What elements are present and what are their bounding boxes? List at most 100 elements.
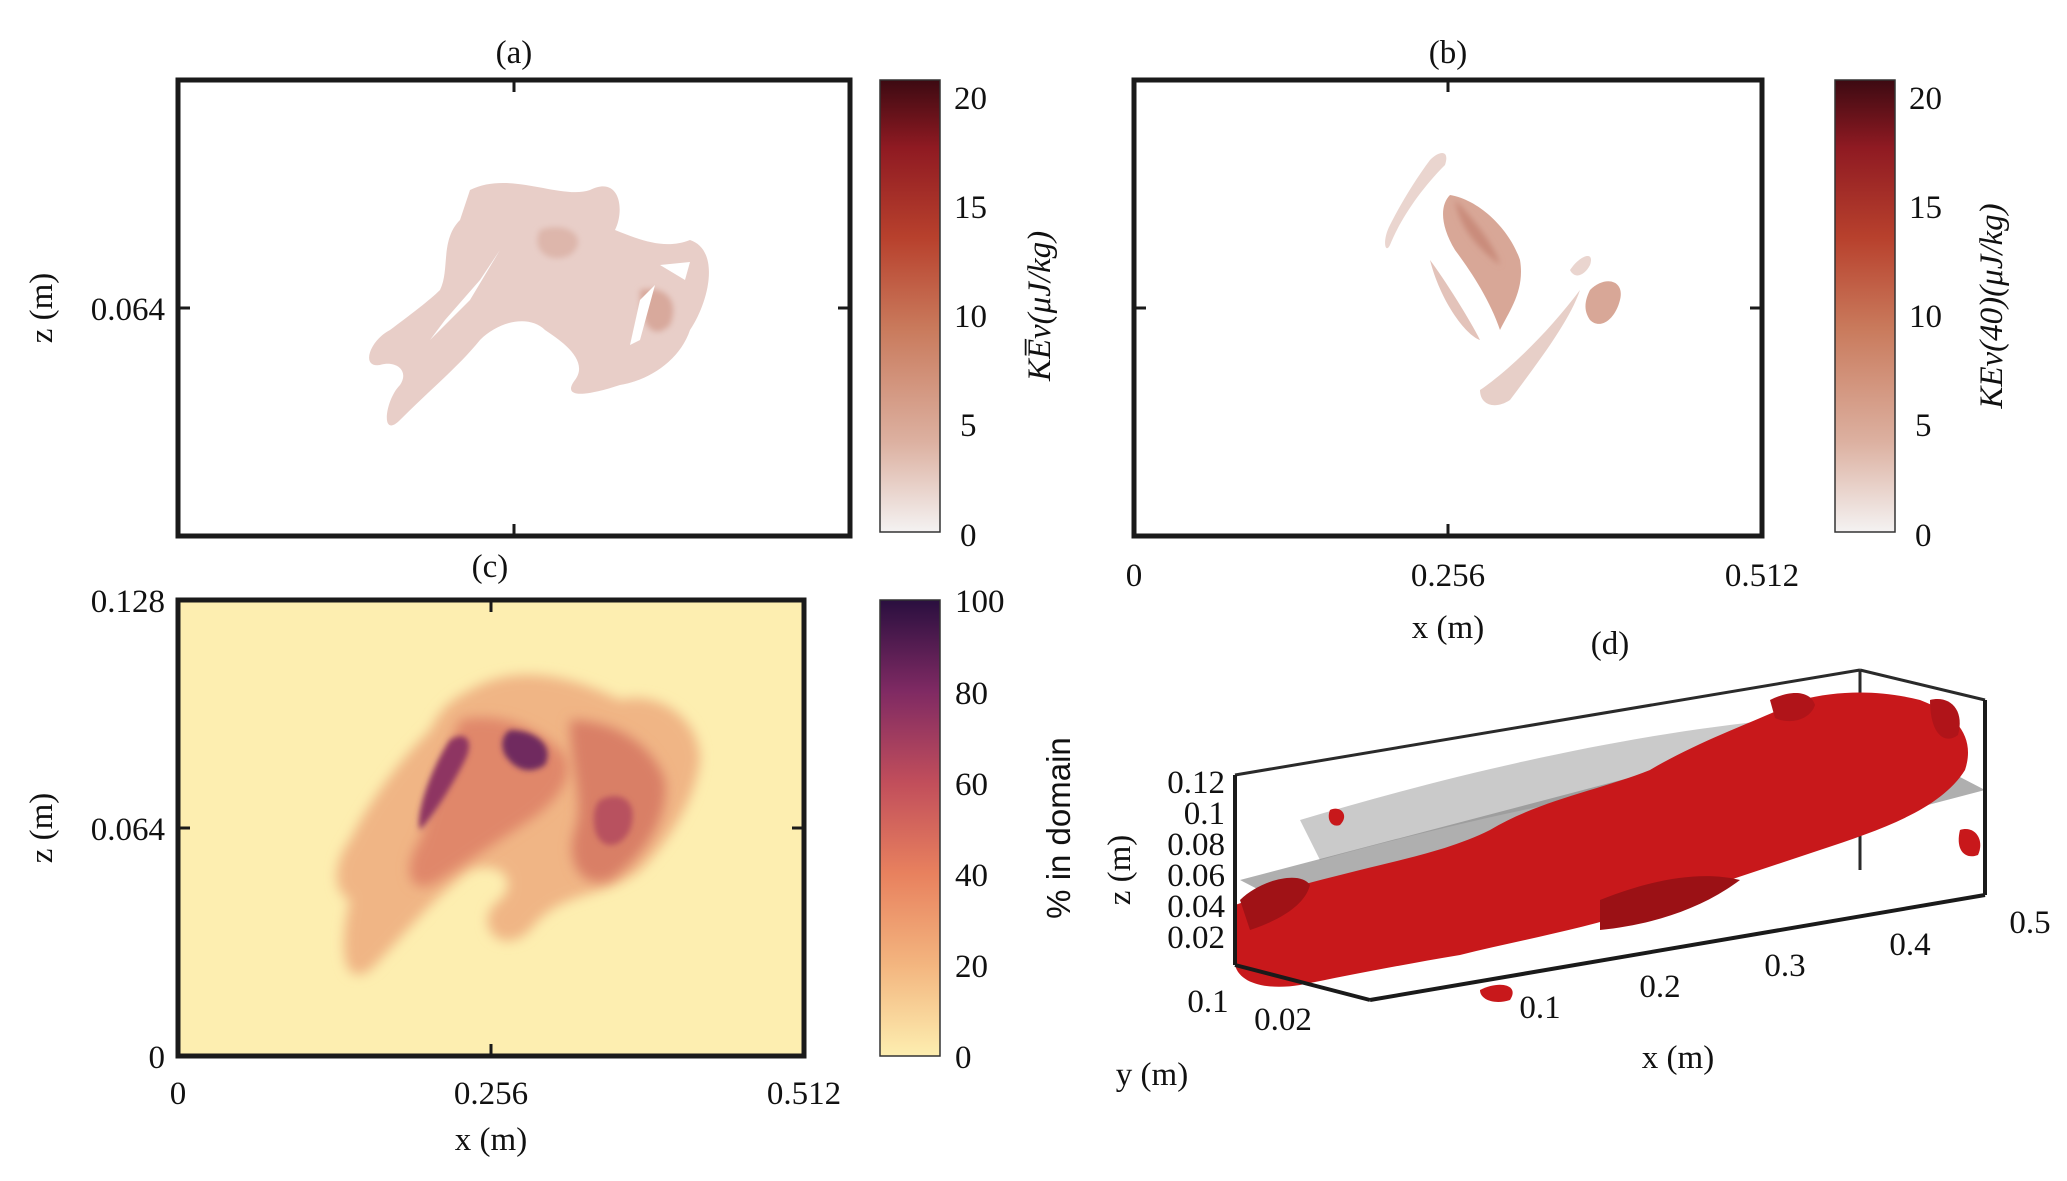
panel-c-xtick-label: 0.256 bbox=[454, 1076, 528, 1112]
panel-d-surface-lobe bbox=[1770, 693, 1815, 722]
panel-b-cb-tick: 0 bbox=[1915, 518, 1932, 554]
panel-a-ytick-label: 0.064 bbox=[91, 292, 165, 328]
panel-b: (b) 0 0.256 0.512 x (m) 0 5 10 15 20 KEv… bbox=[1126, 35, 2010, 646]
panel-a-hole2 bbox=[630, 285, 655, 345]
panel-c-heatmap bbox=[336, 674, 700, 975]
panel-c-title: (c) bbox=[472, 549, 509, 585]
panel-d-title: (d) bbox=[1591, 626, 1629, 662]
panel-d-ztick: 0.12 bbox=[1167, 765, 1225, 801]
panel-b-xtick-label: 0.512 bbox=[1725, 558, 1799, 594]
panel-a-cb-tick: 15 bbox=[954, 190, 987, 226]
panel-b-region-main bbox=[1443, 195, 1521, 330]
panel-a-cb-tick: 5 bbox=[960, 408, 977, 444]
panel-d-axis-x bbox=[1369, 893, 1986, 1002]
panel-d-yticks: 0.1 0.02 bbox=[1187, 984, 1312, 1038]
panel-d-edge bbox=[1234, 668, 1861, 777]
panel-a-colorbar bbox=[879, 79, 941, 533]
panel-d-xtick: 0.5 bbox=[2009, 905, 2050, 941]
panel-a-cb-tick: 10 bbox=[954, 299, 987, 335]
panel-d-surface-main bbox=[1235, 692, 1968, 987]
panel-d-xticks: 0.1 0.2 0.3 0.4 0.5 bbox=[1519, 905, 2050, 1026]
panel-d-surface-fragment bbox=[1328, 808, 1345, 826]
panel-d-surface-lobe bbox=[1930, 699, 1960, 739]
panel-a-colorbar-ticks: 0 5 10 15 20 bbox=[954, 81, 987, 554]
panel-d-ztick: 0.06 bbox=[1167, 858, 1225, 894]
panel-d: (d) 0.02 bbox=[1102, 626, 2051, 1093]
panel-d-axis-y bbox=[1234, 963, 1371, 1002]
panel-d-xtick: 0.1 bbox=[1519, 990, 1560, 1026]
panel-b-title: (b) bbox=[1429, 35, 1467, 71]
panel-d-box-front bbox=[1233, 700, 1987, 1002]
panel-d-zticks: 0.02 0.04 0.06 0.08 0.1 0.12 bbox=[1167, 765, 1225, 956]
panel-d-surface-shade bbox=[1600, 876, 1740, 930]
panel-b-cb-tick: 20 bbox=[1909, 81, 1942, 117]
panel-d-xtick: 0.2 bbox=[1639, 969, 1680, 1005]
panel-b-cb-tick: 10 bbox=[1909, 299, 1942, 335]
panel-c: (c) 0 0.064 0.128 0 0.256 0.512 x (m) z … bbox=[24, 549, 1077, 1158]
panel-a-cb-tick: 0 bbox=[960, 518, 977, 554]
panel-d-surface-fragment bbox=[1480, 984, 1513, 1002]
panel-a-heatmap bbox=[369, 182, 709, 426]
panel-a-hole bbox=[660, 262, 690, 280]
panel-d-xlabel: x (m) bbox=[1642, 1040, 1714, 1076]
panel-b-colorbar bbox=[1834, 79, 1896, 533]
panel-d-xtick: 0.3 bbox=[1764, 948, 1805, 984]
panel-b-cb-tick: 15 bbox=[1909, 190, 1942, 226]
panel-b-region-lower bbox=[1430, 260, 1480, 340]
panel-c-cb-tick: 0 bbox=[955, 1040, 972, 1076]
panel-b-xtick-label: 0.256 bbox=[1411, 558, 1485, 594]
panel-b-xlabel: x (m) bbox=[1412, 610, 1484, 646]
panel-d-isosurface bbox=[1235, 692, 1981, 1002]
panel-d-ztick: 0.04 bbox=[1167, 889, 1225, 925]
panel-a-region-core bbox=[537, 227, 579, 259]
panel-c-cb-tick: 60 bbox=[955, 767, 988, 803]
panel-c-cb-tick: 80 bbox=[955, 676, 988, 712]
panel-d-zlabel: z (m) bbox=[1102, 835, 1138, 906]
panel-c-ylabel: z (m) bbox=[24, 793, 60, 864]
panel-b-heatmap bbox=[1385, 153, 1621, 406]
panel-c-colorbar bbox=[879, 599, 941, 1057]
panel-c-xtick-label: 0 bbox=[170, 1076, 187, 1112]
panel-c-ytick-label: 0.064 bbox=[91, 812, 165, 848]
panel-b-colorbar-ticks: 0 5 10 15 20 bbox=[1909, 81, 1942, 554]
panel-c-region-peak2 bbox=[502, 730, 548, 771]
panel-a-region-main bbox=[369, 182, 709, 426]
panel-d-edge bbox=[1859, 668, 1986, 702]
panel-a-title: (a) bbox=[496, 35, 533, 71]
panel-a-ylabel: z (m) bbox=[24, 273, 60, 344]
panel-b-xtick-label: 0 bbox=[1126, 558, 1143, 594]
panel-c-ytick-label: 0.128 bbox=[91, 584, 165, 620]
panel-b-cb-tick: 5 bbox=[1915, 408, 1932, 444]
panel-d-ztick: 0.08 bbox=[1167, 827, 1225, 863]
panel-d-ztick: 0.1 bbox=[1184, 796, 1225, 832]
panel-c-region-peak3 bbox=[593, 796, 633, 845]
panel-c-cb-tick: 100 bbox=[955, 584, 1005, 620]
panel-d-surface-fragment bbox=[1958, 829, 1981, 857]
panel-a-cb-tick: 20 bbox=[954, 81, 987, 117]
panel-b-region-core bbox=[1455, 200, 1500, 265]
panel-a-hole3 bbox=[430, 250, 500, 340]
panel-c-ytick-label: 0 bbox=[149, 1040, 166, 1076]
panel-d-ylabel: y (m) bbox=[1116, 1057, 1188, 1093]
panel-b-axes-box bbox=[1131, 77, 1765, 539]
panel-c-colorbar-ticks: 0 20 40 60 80 100 bbox=[955, 584, 1005, 1076]
panel-c-colorbar-label: % in domain bbox=[1040, 737, 1077, 919]
panel-c-xlabel: x (m) bbox=[455, 1122, 527, 1158]
panel-a: (a) 0.064 z (m) 0 5 10 15 20 KE̅v(μJ/kg) bbox=[24, 35, 1058, 554]
panel-d-xtick: 0.4 bbox=[1889, 927, 1930, 963]
panel-d-ytick: 0.1 bbox=[1187, 984, 1228, 1020]
panel-d-surface-lobe bbox=[1240, 877, 1310, 930]
panel-c-region-peak bbox=[419, 736, 470, 830]
panel-a-colorbar-label: KE̅v(μJ/kg) bbox=[1022, 231, 1058, 382]
panel-d-ztick: 0.02 bbox=[1167, 920, 1225, 956]
panel-b-region-spot bbox=[1585, 281, 1621, 324]
panel-c-cb-tick: 40 bbox=[955, 858, 988, 894]
panel-b-region-streak bbox=[1385, 153, 1447, 249]
panel-d-ytick: 0.02 bbox=[1254, 1002, 1312, 1038]
panel-b-region-spot2 bbox=[1570, 255, 1591, 276]
panel-b-region-arc bbox=[1480, 290, 1580, 406]
panel-c-xtick-label: 0.512 bbox=[767, 1076, 841, 1112]
panel-c-cb-tick: 20 bbox=[955, 949, 988, 985]
panel-b-colorbar-label: KEv(40)(μJ/kg) bbox=[1974, 203, 2010, 409]
